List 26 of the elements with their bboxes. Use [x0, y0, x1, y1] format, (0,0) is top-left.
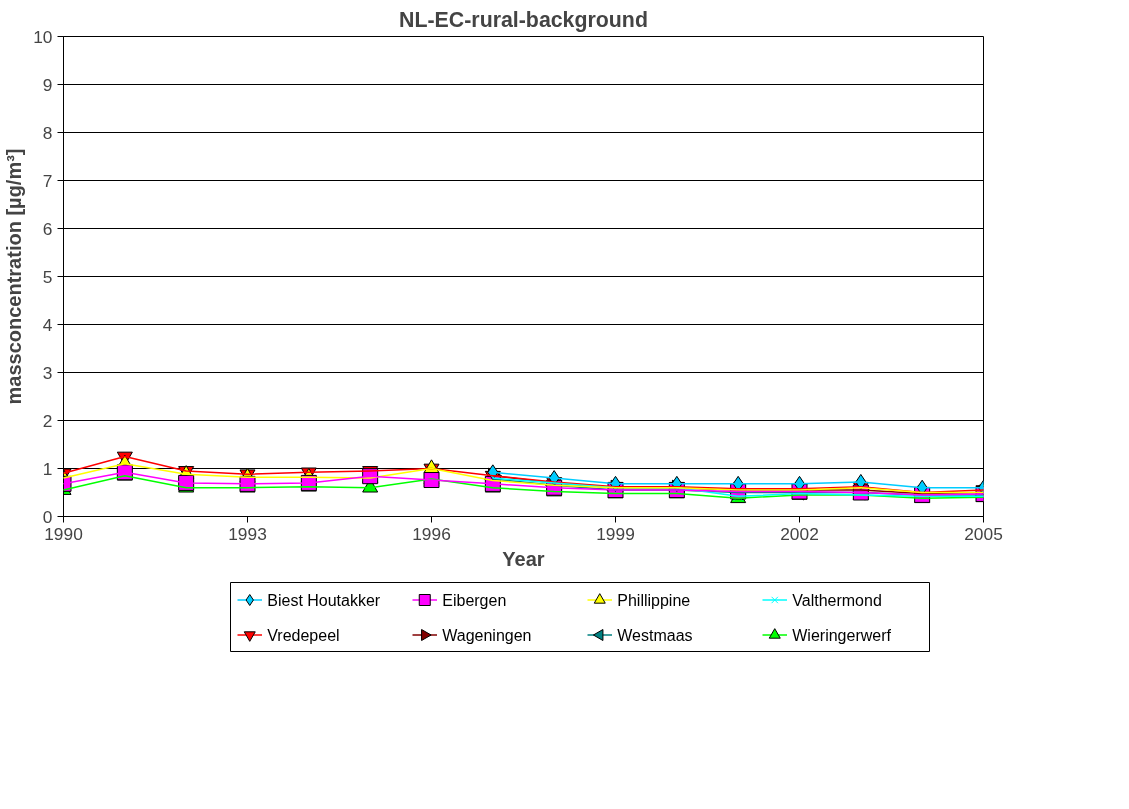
legend-label: Phillippine	[617, 591, 691, 609]
x-tick-label: 1996	[412, 523, 451, 544]
y-tick-label: 10	[33, 26, 53, 47]
y-tick-label: 3	[42, 362, 53, 383]
legend-label: Biest Houtakker	[267, 591, 381, 609]
legend-label: Eibergen	[442, 591, 507, 609]
x-axis-title: Year	[502, 547, 545, 570]
y-tick-label: 9	[42, 74, 53, 95]
legend-label: Westmaas	[617, 626, 693, 644]
chart-title: NL-EC-rural-background	[399, 7, 648, 32]
legend-label: Wieringerwerf	[792, 626, 892, 644]
y-tick-label: 1	[42, 458, 53, 479]
legend-label: Wageningen	[442, 626, 532, 644]
y-tick-label: 2	[42, 410, 53, 431]
legend-label: Vredepeel	[267, 626, 340, 644]
y-tick-label: 6	[42, 218, 53, 239]
x-tick-label: 2002	[780, 523, 819, 544]
y-tick-label: 5	[42, 266, 53, 287]
x-tick-label: 1993	[228, 523, 267, 544]
y-axis-title: massconcentration [µg/m³]	[3, 148, 26, 405]
y-tick-label: 8	[42, 122, 53, 143]
x-tick-label: 1999	[596, 523, 635, 544]
x-tick-label: 2005	[964, 523, 1003, 544]
y-tick-label: 4	[42, 314, 53, 335]
legend-label: Valthermond	[792, 591, 882, 609]
y-tick-label: 7	[42, 170, 53, 191]
